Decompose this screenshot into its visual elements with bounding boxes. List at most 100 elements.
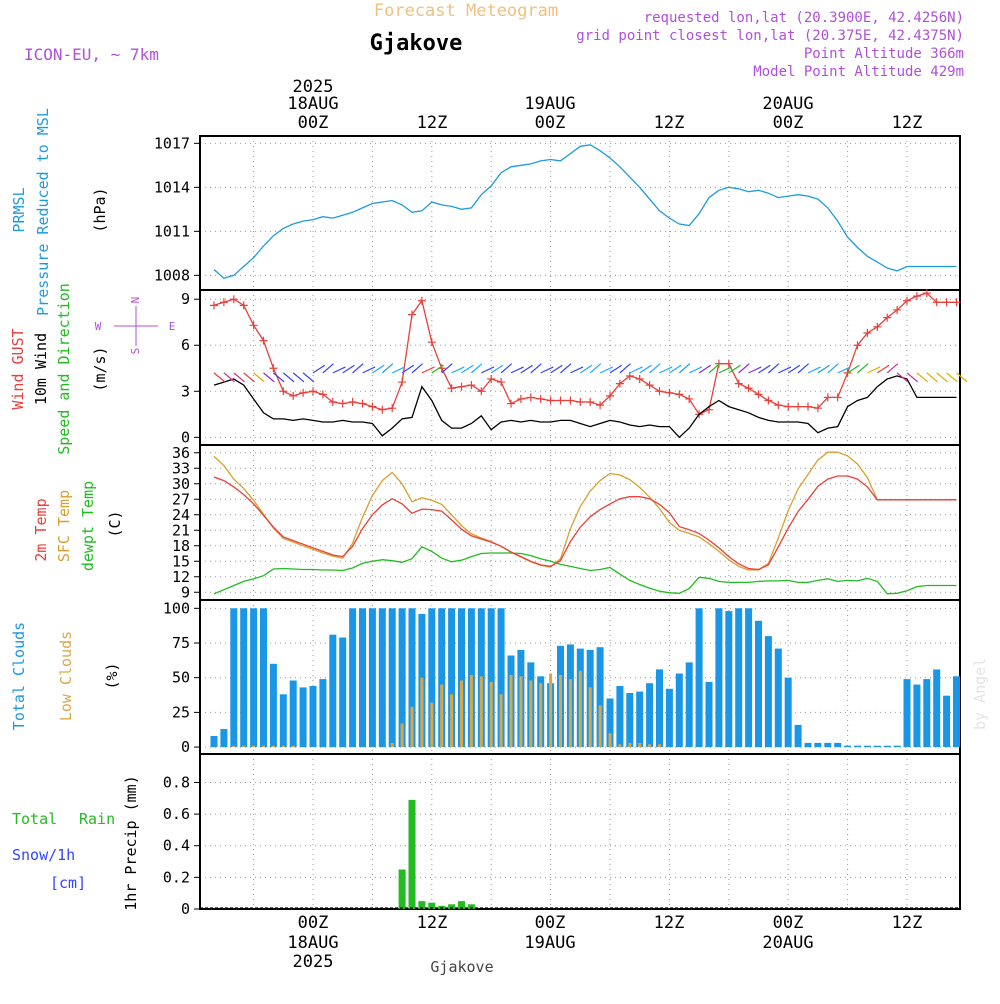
wind-direction-arrow bbox=[560, 363, 572, 374]
gust-marker bbox=[873, 322, 882, 331]
total-cloud-bar bbox=[636, 691, 644, 748]
gust-marker bbox=[784, 402, 793, 411]
gust-line bbox=[213, 292, 957, 416]
location-title: Gjakove bbox=[370, 31, 463, 56]
low-cloud-bar bbox=[242, 745, 246, 748]
total-cloud-bar bbox=[675, 673, 683, 747]
gust-marker bbox=[744, 384, 753, 393]
rain-bar bbox=[418, 901, 426, 909]
gust-marker bbox=[625, 371, 634, 380]
total-cloud-bar bbox=[458, 608, 465, 747]
total-cloud-bar bbox=[745, 608, 753, 747]
wind-direction-arrow bbox=[797, 363, 810, 374]
total-cloud-bar bbox=[299, 687, 307, 748]
gust-marker bbox=[942, 298, 951, 307]
wind-direction-arrow bbox=[233, 372, 245, 383]
low-cloud-bar bbox=[252, 745, 256, 748]
wind-direction-arrow bbox=[322, 363, 334, 374]
label-pressure-msl: Pressure Reduced to MSL bbox=[34, 108, 52, 316]
total-cloud-bar bbox=[873, 745, 881, 748]
wind-direction-arrow bbox=[273, 372, 285, 383]
gust-marker bbox=[675, 390, 684, 399]
label-prmsl: PRMSL bbox=[10, 187, 28, 232]
gust-marker bbox=[497, 378, 506, 387]
low-cloud-bar bbox=[588, 687, 592, 748]
low-cloud-bar bbox=[638, 742, 642, 748]
wind-direction-arrow bbox=[342, 364, 355, 374]
total-cloud-bar bbox=[438, 608, 446, 747]
wind-direction-arrow bbox=[807, 366, 821, 374]
total-cloud-bar bbox=[408, 608, 416, 747]
gust-marker bbox=[645, 381, 654, 390]
low-cloud-bar bbox=[539, 683, 543, 747]
wind-direction-arrow bbox=[451, 366, 465, 374]
low-cloud-bar bbox=[598, 705, 602, 747]
low-cloud-bar bbox=[410, 706, 414, 747]
wind-direction-arrow bbox=[649, 363, 661, 374]
gust-marker bbox=[457, 382, 466, 391]
total-cloud-bar bbox=[814, 742, 822, 748]
bottom-tick-label: 00Z bbox=[535, 913, 566, 933]
wind-direction-arrow bbox=[946, 372, 958, 383]
gust-marker bbox=[338, 399, 347, 408]
clouds-ytick-label: 50 bbox=[172, 669, 190, 687]
low-cloud-bar bbox=[430, 702, 434, 748]
wind-direction-arrow bbox=[490, 364, 504, 374]
label-sfc-temp: SFC Temp bbox=[55, 490, 73, 562]
gust-marker bbox=[210, 301, 218, 310]
low-cloud-bar bbox=[400, 723, 404, 748]
wind-direction-arrow bbox=[837, 366, 851, 374]
t2m-line bbox=[213, 475, 957, 571]
label-total-clouds: Total Clouds bbox=[10, 622, 28, 730]
gust-marker bbox=[734, 379, 743, 388]
temp-ytick-label: 36 bbox=[172, 444, 190, 462]
total-cloud-bar bbox=[230, 608, 238, 747]
clouds-ytick-label: 25 bbox=[172, 703, 190, 721]
wind-direction-arrow bbox=[570, 366, 584, 374]
gust-marker bbox=[804, 402, 812, 411]
gust-marker bbox=[487, 375, 496, 384]
total-cloud-bar bbox=[953, 676, 960, 748]
gust-marker bbox=[269, 364, 278, 373]
total-cloud-bar bbox=[854, 745, 861, 748]
gust-marker bbox=[546, 396, 555, 405]
wind-direction-arrow bbox=[381, 363, 394, 374]
temp-ytick-label: 9 bbox=[181, 583, 190, 601]
wind-direction-arrow bbox=[579, 364, 593, 374]
wind-direction-arrow bbox=[263, 372, 275, 383]
precip-frame bbox=[199, 753, 961, 910]
model-altitude: Model Point Altitude 429m bbox=[753, 64, 964, 80]
gust-marker bbox=[408, 310, 416, 319]
wind-direction-arrow bbox=[857, 363, 869, 374]
low-cloud-bar bbox=[489, 681, 493, 748]
low-cloud-bar bbox=[460, 680, 463, 748]
top-date-18aug: 18AUG bbox=[287, 94, 338, 114]
label-2m-temp: 2m Temp bbox=[32, 498, 50, 561]
gust-marker bbox=[507, 399, 515, 408]
wind-direction-arrow bbox=[886, 363, 899, 374]
label-total: Total bbox=[12, 810, 57, 828]
wind-direction-arrow bbox=[292, 372, 305, 383]
total-cloud-bar bbox=[210, 736, 218, 748]
wind-ytick-label: 0 bbox=[181, 428, 190, 446]
total-cloud-bar bbox=[824, 742, 832, 748]
gust-marker bbox=[932, 298, 941, 307]
total-cloud-bar bbox=[646, 683, 654, 747]
bottom-tick-label: 12Z bbox=[892, 913, 923, 933]
bottom-tick-label: 12Z bbox=[654, 913, 685, 933]
temp-ytick-label: 21 bbox=[172, 521, 190, 539]
wind-direction-arrow bbox=[906, 372, 919, 383]
low-cloud-bar bbox=[519, 676, 523, 748]
wind-ytick-label: 9 bbox=[181, 290, 190, 308]
low-cloud-bar bbox=[549, 673, 553, 747]
wind-direction-arrow bbox=[659, 366, 673, 374]
wind-direction-arrow bbox=[530, 363, 542, 374]
wind-direction-arrow bbox=[778, 366, 792, 374]
top-tick-label: 00Z bbox=[298, 113, 329, 133]
bottom-date-20aug: 20AUG bbox=[762, 933, 813, 953]
low-cloud-bar bbox=[499, 694, 503, 747]
top-year: 2025 bbox=[293, 77, 334, 97]
grid-point-coords: grid point closest lon,lat (20.375E, 42.… bbox=[576, 28, 964, 44]
total-cloud-bar bbox=[240, 608, 248, 747]
compass-east: E bbox=[169, 320, 176, 333]
